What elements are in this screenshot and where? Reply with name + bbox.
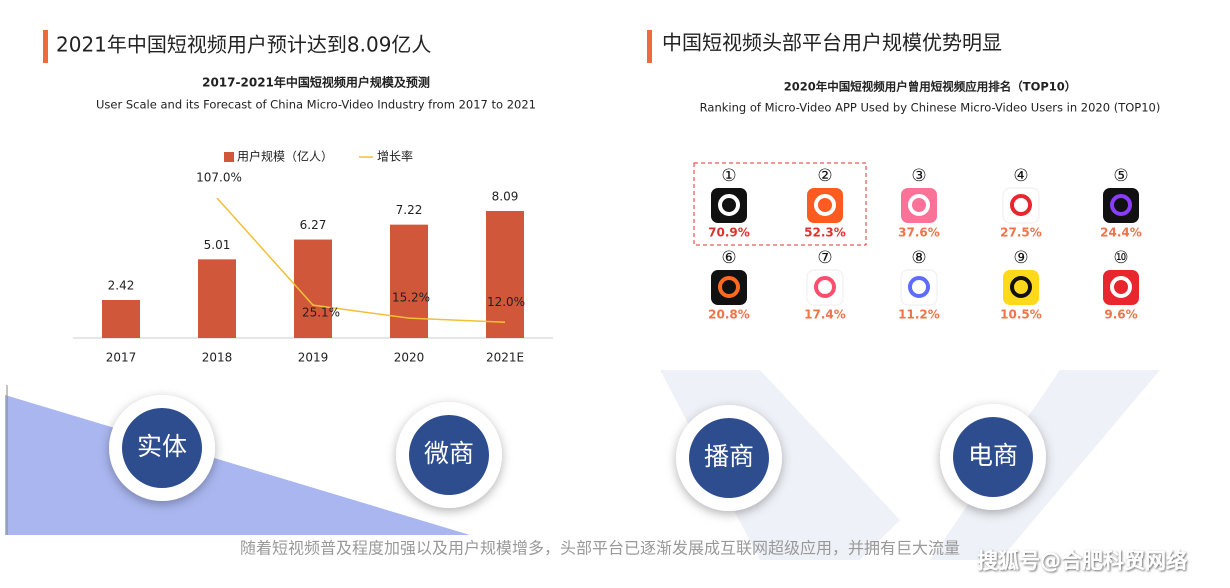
- app-icon-glyph: [1110, 194, 1132, 216]
- app-icon-glyph: [1010, 194, 1032, 216]
- app-icon-glyph: [908, 194, 930, 216]
- bar: [294, 239, 332, 338]
- app-rank: ④: [1013, 166, 1028, 186]
- app-rank: ③: [911, 166, 926, 186]
- circle-label: 实体: [137, 432, 187, 461]
- heading-bar: [43, 30, 48, 63]
- legend-label: 增长率: [377, 149, 413, 164]
- app-icon: [711, 270, 747, 305]
- circle-label: 电商: [968, 441, 1018, 470]
- app-icon-glyph: [1010, 276, 1032, 298]
- app-share: 17.4%: [804, 308, 846, 322]
- left-heading: 2021年中国短视频用户预计达到8.09亿人: [56, 33, 431, 57]
- bar: [102, 300, 140, 338]
- app-icon: [1003, 270, 1039, 305]
- right-heading: 中国短视频头部平台用户规模优势明显: [662, 31, 1002, 55]
- heading-bar: [647, 30, 652, 63]
- app-icon: [807, 188, 843, 223]
- bar: [390, 224, 428, 338]
- app-share: 37.6%: [898, 226, 940, 240]
- line-value-label: 15.2%: [392, 291, 430, 305]
- bar-value-label: 5.01: [204, 238, 231, 252]
- bar: [198, 259, 236, 338]
- app-share: 9.6%: [1104, 308, 1137, 322]
- app-rank: ②: [817, 166, 832, 186]
- app-icon: [901, 188, 937, 223]
- chart-subtitle: User Scale and its Forecast of China Mic…: [96, 98, 536, 112]
- x-tick-label: 2021E: [486, 351, 524, 365]
- circle-inner: [689, 418, 769, 498]
- circle-inner: [953, 417, 1033, 497]
- bar: [486, 210, 524, 338]
- app-rank: ⑦: [817, 248, 832, 268]
- line: [216, 197, 506, 324]
- app-share: 27.5%: [1000, 226, 1042, 240]
- app-rank: ⑨: [1013, 248, 1028, 268]
- app-icon: [1002, 187, 1040, 224]
- app-rank: ⑥: [721, 248, 736, 268]
- app-share: 24.4%: [1100, 226, 1142, 240]
- circle-inner: [409, 415, 489, 495]
- line-value-label: 107.0%: [196, 171, 242, 185]
- circle-label: 播商: [704, 442, 754, 471]
- circle-inner: [122, 408, 202, 488]
- bar-value-label: 7.22: [396, 203, 423, 217]
- line-value-label: 12.0%: [487, 295, 525, 309]
- app-icon-glyph: [1110, 276, 1132, 298]
- chart-title: 2017-2021年中国短视频用户规模及预测: [202, 75, 430, 90]
- x-tick-label: 2019: [298, 351, 329, 365]
- bar-value-label: 8.09: [492, 189, 519, 203]
- app-share: 10.5%: [1000, 308, 1042, 322]
- app-rank: ⑩: [1113, 248, 1128, 268]
- app-icon-glyph: [814, 194, 836, 216]
- app-icon-glyph: [908, 276, 930, 298]
- app-share: 52.3%: [804, 226, 846, 240]
- app-share: 20.8%: [708, 308, 750, 322]
- circle-label: 微商: [424, 439, 474, 468]
- app-icon: [900, 269, 938, 306]
- x-tick-label: 2020: [394, 351, 425, 365]
- app-rank: ⑤: [1113, 166, 1128, 186]
- app-share: 70.9%: [708, 226, 750, 240]
- app-icon: [711, 188, 747, 223]
- app-icon: [806, 269, 844, 306]
- highlight-box: [693, 162, 867, 246]
- app-icon-glyph: [718, 276, 740, 298]
- line-value-label: 25.1%: [302, 306, 340, 320]
- footer-text: 随着短视频普及程度加强以及用户规模增多，头部平台已逐渐发展成互联网超级应用，并拥…: [240, 539, 960, 558]
- app-icon: [1103, 270, 1139, 305]
- bar-value-label: 2.42: [108, 279, 135, 293]
- ranking-subtitle: Ranking of Micro-Video APP Used by Chine…: [700, 101, 1161, 115]
- watermark: 搜狐号@合肥科贸网络: [977, 549, 1187, 573]
- legend-label: 用户规模（亿人）: [237, 149, 333, 164]
- app-icon: [1103, 188, 1139, 223]
- app-icon-glyph: [718, 194, 740, 216]
- app-share: 11.2%: [898, 308, 940, 322]
- app-icon-glyph: [814, 276, 836, 298]
- ranking-title: 2020年中国短视频用户曾用短视频应用排名（TOP10）: [784, 80, 1077, 94]
- app-rank: ①: [721, 166, 736, 186]
- bar-value-label: 6.27: [300, 218, 327, 232]
- legend-swatch: [224, 152, 234, 162]
- x-tick-label: 2017: [106, 351, 137, 365]
- x-tick-label: 2018: [202, 351, 233, 365]
- app-rank: ⑧: [911, 248, 926, 268]
